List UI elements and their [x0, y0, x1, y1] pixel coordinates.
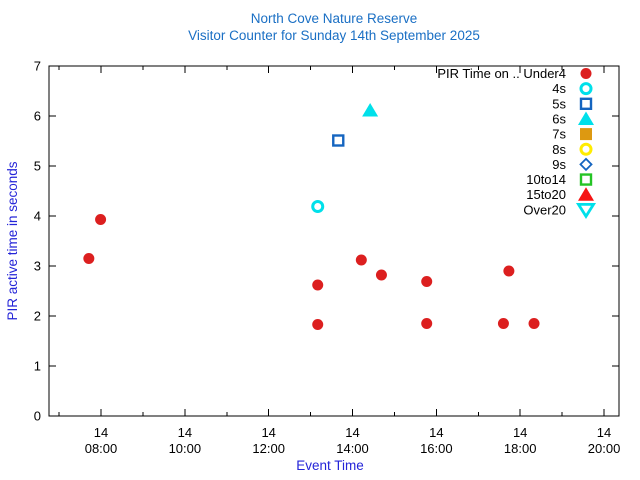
axis-ticks	[49, 65, 619, 417]
data-point	[311, 200, 325, 213]
y-tick-label: 1	[34, 359, 41, 374]
y-tick-label: 2	[34, 309, 41, 324]
legend-marker-triangle-up-filled-icon	[578, 187, 594, 201]
x-tick-time-label: 10:00	[169, 441, 202, 456]
legend-marker-square-open-icon	[579, 173, 593, 186]
legend-marker-circle-open-icon	[579, 82, 593, 96]
legend-entry: 4s	[552, 81, 593, 96]
x-tick-time-label: 18:00	[504, 441, 537, 456]
data-point	[421, 276, 433, 287]
x-tick-day-label: 14	[261, 425, 275, 440]
plot-frame	[48, 65, 620, 417]
legend-label: 5s	[552, 96, 566, 111]
data-point	[83, 253, 95, 264]
x-tick-day-label: 14	[597, 425, 611, 440]
legend-entry: 15to20	[526, 187, 594, 202]
legend-marker-square-filled-icon	[580, 128, 592, 141]
legend-marker-diamond-open-icon	[579, 157, 593, 172]
data-point	[312, 279, 324, 291]
data-point	[503, 265, 515, 277]
chart-title: North Cove Nature Reserve	[251, 11, 418, 26]
chart-subtitle: Visitor Counter for Sunday 14th Septembe…	[188, 28, 480, 43]
data-point	[528, 318, 540, 329]
x-tick-time-label: 12:00	[252, 441, 285, 456]
legend-marker-circle-open-icon	[579, 142, 593, 156]
legend-label: 4s	[552, 81, 566, 96]
x-tick-time-label: 08:00	[85, 441, 118, 456]
legend-label: PIR Time on .. Under4	[437, 66, 566, 81]
legend-marker-circle-filled-icon	[580, 68, 592, 79]
data-point	[421, 318, 433, 329]
legend-entry: 7s	[552, 127, 592, 142]
y-tick-label: 3	[34, 259, 41, 274]
x-tick-day-label: 14	[429, 425, 443, 440]
data-point	[312, 319, 324, 330]
legend-entry: 5s	[552, 96, 593, 111]
legend-label: Over20	[523, 202, 566, 217]
x-tick-day-label: 14	[94, 425, 108, 440]
legend-entry: 10to14	[526, 172, 593, 187]
legend-label: 9s	[552, 157, 566, 172]
legend-marker-triangle-down-open-icon	[575, 202, 597, 219]
y-tick-label: 6	[34, 109, 41, 124]
data-point	[497, 318, 509, 329]
x-tick-day-label: 14	[178, 425, 192, 440]
x-tick-day-label: 14	[513, 425, 527, 440]
legend-label: 8s	[552, 142, 566, 157]
legend: PIR Time on .. Under44s5s6s7s8s9s10to141…	[437, 66, 597, 219]
data-point	[95, 214, 107, 225]
x-tick-time-label: 14:00	[336, 441, 369, 456]
x-tick-time-label: 16:00	[420, 441, 453, 456]
legend-entry: Over20	[523, 202, 597, 219]
data-point	[362, 103, 379, 117]
legend-label: 7s	[552, 127, 566, 142]
x-tick-time-label: 20:00	[588, 441, 621, 456]
data-point	[375, 269, 387, 281]
data-point	[355, 254, 367, 266]
legend-entry: 8s	[552, 142, 593, 157]
data-point	[332, 134, 345, 147]
y-tick-label: 7	[34, 59, 41, 74]
legend-label: 15to20	[526, 187, 566, 202]
x-axis-label: Event Time	[296, 458, 364, 473]
legend-marker-triangle-up-filled-icon	[578, 111, 594, 125]
y-axis-label: PIR active time in seconds	[5, 161, 20, 320]
legend-entry: 6s	[552, 111, 594, 126]
legend-label: 6s	[552, 111, 566, 126]
legend-entry: PIR Time on .. Under4	[437, 66, 592, 81]
legend-entry: 9s	[552, 157, 593, 172]
plot-border	[48, 65, 620, 417]
legend-marker-square-open-icon	[579, 97, 593, 111]
y-tick-label: 0	[34, 409, 41, 424]
y-tick-label: 4	[34, 209, 41, 224]
axis-tick-labels: 1408:001410:001412:001414:001416:001418:…	[34, 59, 621, 457]
data-points	[83, 103, 540, 330]
y-tick-label: 5	[34, 159, 41, 174]
legend-label: 10to14	[526, 172, 566, 187]
x-tick-day-label: 14	[345, 425, 359, 440]
